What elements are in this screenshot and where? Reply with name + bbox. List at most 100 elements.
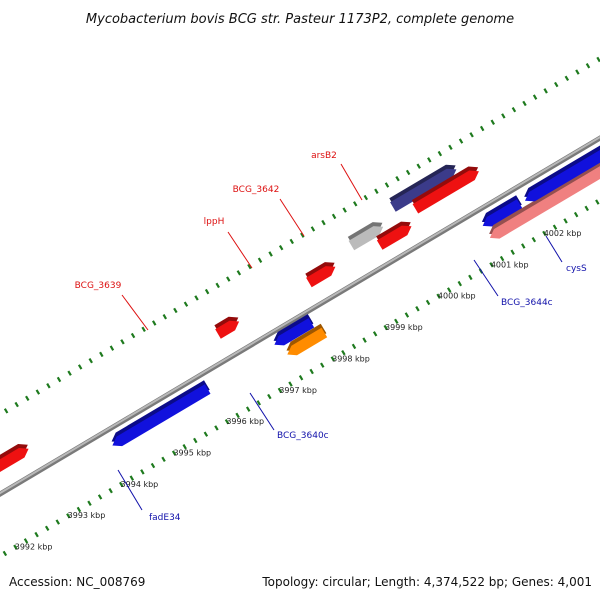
gene-label-BCG_3644c[interactable]: BCG_3644c	[501, 298, 553, 308]
gene-BCG_3640c[interactable]	[286, 323, 328, 356]
gene-label-BCG_3642[interactable]: BCG_3642	[233, 185, 280, 195]
gene-arrow[interactable]	[489, 145, 600, 239]
scale-label: 3996 kbp	[226, 417, 264, 426]
gene-label-leader	[227, 231, 253, 269]
scale-tick	[521, 243, 526, 249]
gene-arrow[interactable]	[0, 448, 29, 472]
gene-label-leader	[121, 294, 149, 331]
scale-tick	[268, 251, 273, 257]
scale-tick	[575, 69, 580, 75]
scale-tick	[46, 383, 51, 389]
scale-tick	[193, 437, 198, 444]
scale-tick	[383, 324, 388, 331]
scale-tick	[245, 406, 251, 412]
scale-tick	[55, 519, 60, 525]
scale-tick	[309, 368, 314, 375]
scale-tick	[479, 125, 485, 132]
scale-tick	[44, 525, 50, 532]
scale-tick	[543, 88, 548, 94]
scale-label: 3999 kbp	[385, 323, 423, 332]
scale-tick	[256, 400, 261, 406]
scale-tick	[204, 288, 210, 295]
gene-arrow[interactable]	[112, 384, 211, 447]
scale-tick	[405, 169, 411, 176]
gene-red-3643[interactable]	[376, 221, 412, 250]
scale-tick	[584, 205, 589, 212]
gene-arrow[interactable]	[376, 225, 412, 250]
gene-arsB2[interactable]	[389, 164, 457, 212]
scale-label: 3993 kbp	[68, 511, 106, 520]
gene-blue-mid[interactable]	[273, 314, 315, 346]
gene-arrow[interactable]	[348, 226, 384, 251]
gene-BCG_3644c[interactable]	[489, 141, 600, 239]
scale-label: 4002 kbp	[544, 229, 582, 238]
gene-labels: fadE34 BCG_3639 BCG_3640c lppH BCG_3642 arsB2…	[75, 151, 587, 523]
scale-tick	[554, 81, 559, 88]
scale-tick	[499, 255, 505, 262]
gene-label-BCG_3639[interactable]: BCG_3639	[75, 281, 122, 291]
scale-tick	[141, 326, 146, 332]
scale-tick	[224, 418, 230, 425]
scale-tick	[152, 320, 157, 326]
gene-arrow[interactable]	[215, 320, 240, 339]
scale-tick	[596, 56, 600, 63]
gene-lppH[interactable]	[305, 262, 336, 288]
scale-label: 3998 kbp	[332, 354, 370, 363]
gene-arrow[interactable]	[287, 327, 328, 356]
gene-label-cysS[interactable]: cysS	[566, 264, 587, 274]
scale-tick	[3, 408, 9, 414]
gene-red-long[interactable]	[411, 166, 479, 214]
gene-arrow[interactable]	[525, 143, 600, 202]
backbone	[0, 135, 600, 497]
scale-tick	[446, 287, 452, 293]
gene-arrow[interactable]	[390, 168, 457, 212]
scale-tick	[288, 381, 293, 387]
scale-tick	[77, 364, 83, 370]
scale-tick	[511, 106, 517, 113]
scale-label: 4001 kbp	[491, 260, 529, 269]
scale-tick	[321, 219, 326, 226]
scale-tick	[395, 175, 400, 182]
scale-tick	[595, 199, 600, 205]
gene-label-fadE34[interactable]: fadE34	[149, 513, 181, 523]
gene-label-leader	[279, 198, 305, 237]
gene-label-lppH[interactable]: lppH	[204, 217, 225, 227]
scale-tick	[87, 500, 92, 506]
gene-arrow[interactable]	[274, 318, 315, 346]
scale-tick	[394, 318, 399, 324]
scale-tick	[88, 357, 93, 364]
gene-cysS[interactable]	[524, 139, 600, 202]
gene-features	[0, 139, 600, 472]
scale-tick	[257, 257, 263, 263]
scale-tick	[563, 218, 568, 224]
scale-tick	[532, 94, 538, 100]
scale-tick	[13, 544, 18, 550]
scale-tick	[458, 138, 464, 144]
scale-tick	[56, 376, 62, 383]
gene-BCG_3642[interactable]	[347, 222, 384, 251]
gene-label-arsB2[interactable]: arsB2	[311, 151, 337, 161]
scale-tick	[331, 213, 337, 220]
gene-BCG_3639[interactable]	[214, 316, 240, 339]
gene-label-BCG_3640c[interactable]: BCG_3640c	[277, 431, 329, 441]
scale-tick	[404, 312, 410, 318]
scale-tick	[298, 375, 304, 381]
gene-blue-4000[interactable]	[481, 195, 523, 227]
gene-arrow[interactable]	[412, 170, 479, 214]
scale-tick	[522, 100, 527, 107]
scale-tick	[320, 362, 325, 368]
scale-tick	[289, 238, 294, 245]
scale-tick	[109, 345, 115, 351]
gene-arrow[interactable]	[482, 199, 523, 227]
gene-fadE34[interactable]	[111, 380, 211, 447]
scale-tick	[97, 494, 103, 500]
scale-tick	[468, 274, 473, 281]
scale-tick	[374, 188, 379, 194]
scale-tick	[162, 314, 168, 320]
scale-tick	[552, 224, 558, 230]
scale-tick	[25, 395, 30, 402]
gene-arrow[interactable]	[306, 266, 336, 288]
scale-tick	[542, 230, 547, 237]
gene-left-red[interactable]	[0, 444, 29, 472]
scale-tick	[67, 370, 72, 376]
